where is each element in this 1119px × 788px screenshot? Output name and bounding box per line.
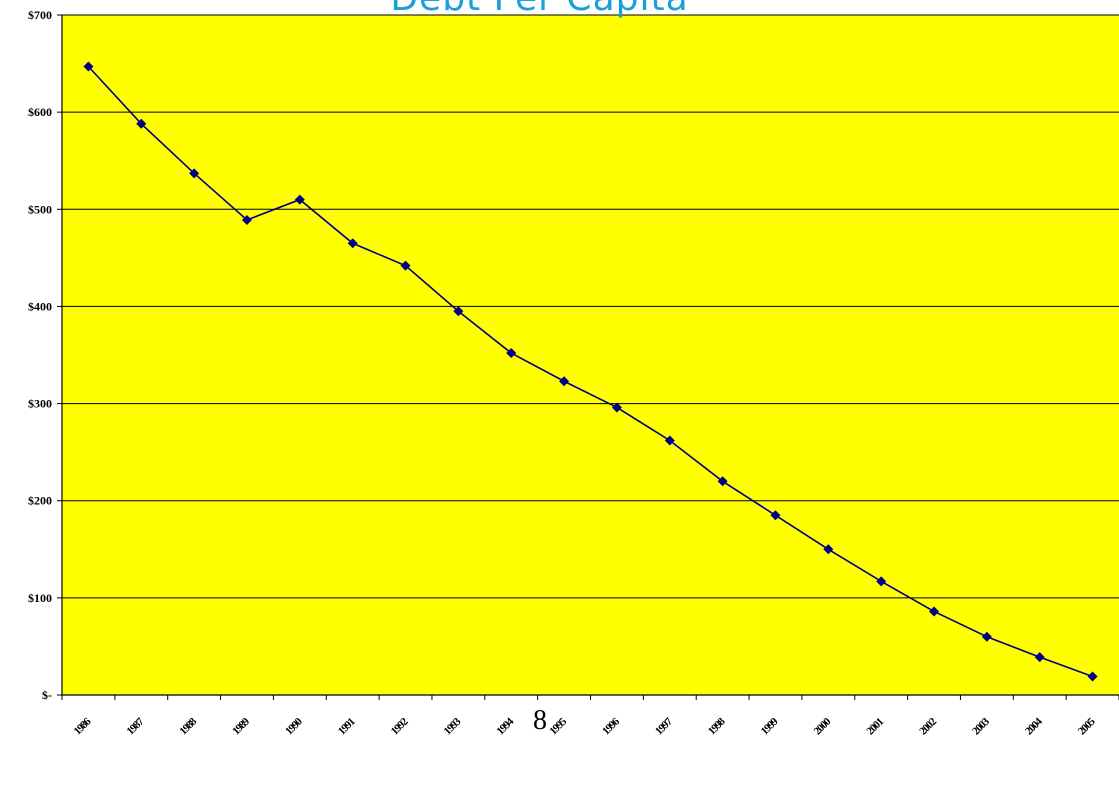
- x-tick-label: 1996: [600, 715, 622, 737]
- x-tick-label: 2002: [917, 715, 939, 737]
- data-point: [823, 544, 834, 555]
- data-point: [770, 510, 781, 521]
- data-point: [83, 61, 94, 72]
- y-tick-label: $100: [28, 591, 52, 605]
- x-tick-label: 2000: [812, 715, 834, 737]
- x-tick-labels: 1986 1987 1988 1989 1990 1991 1992 1993 1994 1995…: [72, 715, 1098, 737]
- axes: [57, 14, 1119, 700]
- data-point: [876, 576, 887, 587]
- x-tick-label: 1992: [389, 715, 411, 737]
- x-tick-label: 1991: [336, 716, 358, 738]
- x-tick-label: 1999: [759, 715, 781, 737]
- data-point: [981, 631, 992, 642]
- y-tick-label: $400: [28, 299, 52, 313]
- y-tick-label: $200: [28, 494, 52, 508]
- x-tick-label: 1994: [494, 715, 516, 737]
- data-point: [294, 194, 305, 205]
- data-point: [1087, 671, 1098, 682]
- y-tick-label: $-: [42, 688, 52, 702]
- data-point: [136, 118, 147, 129]
- gridlines: [62, 14, 1119, 599]
- y-tick-label: $700: [28, 8, 52, 22]
- x-tick-label: 1997: [653, 715, 675, 737]
- data-point: [664, 435, 675, 446]
- data-point: [189, 168, 200, 179]
- data-point: [506, 348, 517, 359]
- x-tick-label: 1990: [283, 715, 305, 737]
- x-tick-label: 2004: [1023, 715, 1045, 737]
- data-point: [717, 476, 728, 487]
- series-line: [83, 61, 1098, 682]
- y-tick-label: $500: [28, 202, 52, 216]
- data-point: [559, 376, 570, 387]
- data-point: [241, 214, 252, 225]
- data-point: [929, 606, 940, 617]
- x-tick-label: 1987: [125, 715, 147, 737]
- x-tick-label: 2001: [864, 716, 886, 738]
- x-tick-label: 1986: [72, 715, 94, 737]
- data-point: [347, 238, 358, 249]
- x-tick-label: 1989: [230, 715, 252, 737]
- y-tick-label: $300: [28, 397, 52, 411]
- data-point: [400, 260, 411, 271]
- data-point: [453, 306, 464, 317]
- y-tick-label: $600: [28, 105, 52, 119]
- page-number: 8: [533, 705, 547, 736]
- x-tick-label: 2005: [1076, 715, 1098, 737]
- chart-title: Debt Per Capita: [0, 0, 1079, 19]
- data-point: [1034, 652, 1045, 663]
- x-tick-label: 1993: [442, 715, 464, 737]
- x-tick-label: 1998: [706, 715, 728, 737]
- x-tick-label: 1988: [177, 715, 199, 737]
- plot-area: [62, 15, 1119, 695]
- data-point: [611, 402, 622, 413]
- series-polyline: [87, 65, 1093, 678]
- x-tick-label: 2003: [970, 715, 992, 737]
- y-tick-labels: $- $100 $200 $300 $400 $500 $600 $700: [28, 8, 52, 702]
